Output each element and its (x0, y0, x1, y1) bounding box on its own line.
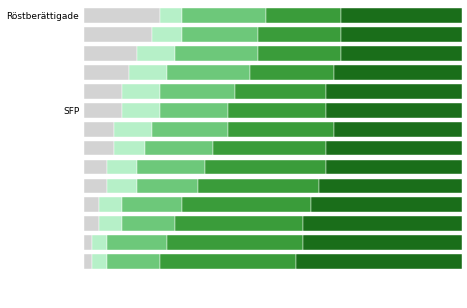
Bar (152, 27, 183, 42)
Bar (122, 103, 160, 118)
Bar (326, 141, 462, 156)
Bar (84, 27, 152, 42)
Bar (107, 160, 137, 174)
Bar (326, 84, 462, 99)
Bar (326, 160, 462, 174)
Bar (114, 141, 145, 156)
Bar (92, 254, 107, 269)
Bar (84, 160, 107, 174)
Bar (92, 235, 107, 250)
Bar (107, 235, 167, 250)
Bar (326, 103, 462, 118)
Bar (318, 179, 462, 193)
Bar (334, 122, 462, 136)
Bar (311, 197, 462, 212)
Bar (183, 27, 258, 42)
Bar (122, 216, 175, 231)
Bar (205, 160, 326, 174)
Bar (212, 141, 326, 156)
Bar (137, 46, 175, 61)
Bar (175, 46, 258, 61)
Bar (235, 84, 326, 99)
Bar (228, 103, 326, 118)
Bar (84, 254, 92, 269)
Bar (341, 27, 462, 42)
Bar (160, 8, 183, 23)
Bar (258, 46, 341, 61)
Bar (84, 197, 99, 212)
Bar (183, 197, 311, 212)
Bar (296, 254, 462, 269)
Bar (84, 103, 122, 118)
Bar (160, 254, 296, 269)
Bar (99, 216, 122, 231)
Bar (84, 122, 114, 136)
Bar (84, 65, 129, 80)
Bar (304, 235, 462, 250)
Bar (84, 141, 114, 156)
Bar (341, 46, 462, 61)
Bar (107, 254, 160, 269)
Bar (99, 197, 122, 212)
Bar (107, 179, 137, 193)
Bar (228, 122, 334, 136)
Bar (145, 141, 212, 156)
Bar (84, 216, 99, 231)
Bar (84, 46, 137, 61)
Bar (114, 122, 152, 136)
Bar (160, 84, 235, 99)
Bar (122, 84, 160, 99)
Bar (250, 65, 334, 80)
Bar (137, 179, 198, 193)
Bar (160, 103, 228, 118)
Bar (84, 179, 107, 193)
Bar (266, 8, 341, 23)
Bar (198, 179, 318, 193)
Bar (258, 27, 341, 42)
Bar (152, 122, 228, 136)
Bar (183, 8, 266, 23)
Bar (122, 197, 183, 212)
Bar (304, 216, 462, 231)
Bar (129, 65, 167, 80)
Bar (84, 84, 122, 99)
Bar (167, 235, 304, 250)
Bar (175, 216, 304, 231)
Bar (334, 65, 462, 80)
Bar (84, 8, 160, 23)
Bar (84, 235, 92, 250)
Bar (137, 160, 205, 174)
Bar (341, 8, 462, 23)
Bar (167, 65, 250, 80)
